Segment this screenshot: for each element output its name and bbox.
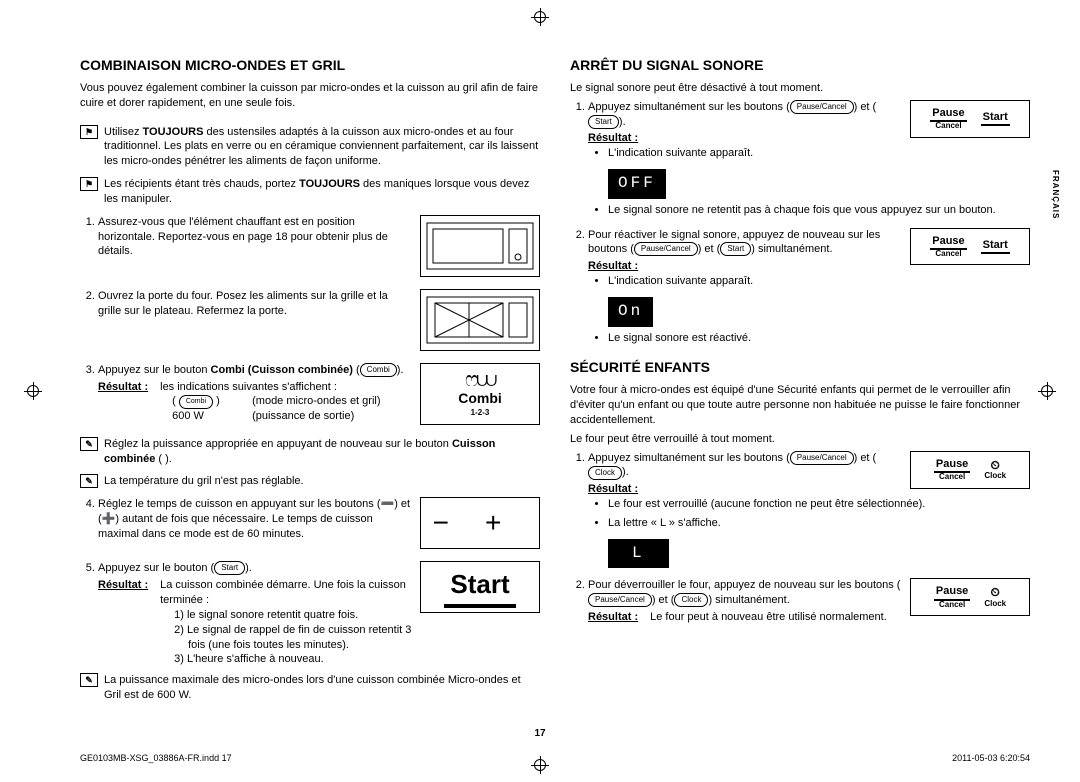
clock-inline: Clock [674, 593, 708, 607]
step-3: ෆ∪∪ Combi 1-2-3 Appuyez sur le bouton Co… [98, 363, 540, 431]
combi-small-icon: Combi [360, 363, 397, 377]
clock-btn: ⏲Clock [984, 586, 1006, 608]
steps-list: Assurez-vous que l'élément chauffant est… [80, 215, 540, 431]
footer-right: 2011-05-03 6:20:54 [952, 752, 1030, 764]
start-btn: Start [981, 239, 1010, 254]
reg-mark-left [24, 382, 42, 400]
step-4: −+ Réglez le temps de cuisson en appuyan… [98, 497, 540, 555]
note-grill-temp: ✎ La température du gril n'est pas régla… [80, 474, 540, 493]
steps-list-2: −+ Réglez le temps de cuisson en appuyan… [80, 497, 540, 667]
pause-cancel-btn: PauseCancel [930, 107, 966, 131]
pause-cancel-btn: PauseCancel [934, 585, 970, 609]
sound-step-1: PauseCancel Start Appuyez simultanément … [588, 100, 1030, 222]
note-max-power: ✎ La puissance maximale des micro-ondes … [80, 673, 540, 707]
info-icon: ✎ [80, 437, 98, 451]
info-icon: ✎ [80, 474, 98, 488]
note-power-set: ✎ Réglez la puissance appropriée en appu… [80, 437, 540, 471]
note-utensils: ⚑ Utilisez TOUJOURS des ustensiles adapt… [80, 125, 540, 174]
sound-intro: Le signal sonore peut être désactivé à t… [570, 81, 1030, 96]
step-1: Assurez-vous que l'élément chauffant est… [98, 215, 540, 283]
illus-combi-button: ෆ∪∪ Combi 1-2-3 [420, 363, 540, 425]
caution-icon: ⚑ [80, 177, 98, 191]
childlock-anytime: Le four peut être verrouillé à tout mome… [570, 432, 1030, 447]
combi-icon: ෆ∪∪ [458, 369, 502, 391]
page-content: COMBINAISON MICRO-ONDES ET GRIL Vous pou… [80, 55, 1030, 727]
step-2: Ouvrez la porte du four. Posez les alime… [98, 289, 540, 357]
display-L: L [608, 539, 669, 569]
step-5: Start Appuyez sur le bouton (Start). Rés… [98, 561, 540, 667]
page-number: 17 [0, 727, 1080, 741]
illus-pause-start: PauseCancel Start [910, 100, 1030, 138]
start-inline: Start [588, 115, 619, 129]
illus-pause-start-2: PauseCancel Start [910, 228, 1030, 266]
illus-oven-front [420, 215, 540, 277]
start-btn-inline: Start [214, 561, 245, 575]
pause-cancel-inline: Pause/Cancel [588, 593, 652, 607]
sound-steps: PauseCancel Start Appuyez simultanément … [570, 100, 1030, 350]
pause-cancel-inline: Pause/Cancel [790, 451, 854, 465]
illus-pause-clock: PauseCancel ⏲Clock [910, 451, 1030, 489]
illus-plus-minus: −+ [420, 497, 540, 549]
heading-sound: ARRÊT DU SIGNAL SONORE [570, 55, 1030, 75]
pause-cancel-btn: PauseCancel [930, 235, 966, 259]
pause-cancel-inline: Pause/Cancel [790, 100, 854, 114]
info-icon: ✎ [80, 673, 98, 687]
pause-cancel-btn: PauseCancel [934, 458, 970, 482]
childlock-intro: Votre four à micro-ondes est équipé d'un… [570, 383, 1030, 428]
reg-mark-top [531, 8, 549, 26]
plus-minus-icon: −+ [423, 504, 538, 542]
sound-step-2: PauseCancel Start Pour réactiver le sign… [588, 228, 1030, 350]
reg-mark-right [1038, 382, 1056, 400]
display-off: OFF [608, 169, 666, 199]
combi-indicator-icon: ( Combi ) [172, 394, 242, 409]
note-hot: ⚑ Les récipients étant très chauds, port… [80, 177, 540, 211]
clock-btn: ⏲Clock [984, 459, 1006, 481]
start-button-big: Start [444, 567, 515, 608]
illus-pause-clock-2: PauseCancel ⏲Clock [910, 578, 1030, 616]
heading-combi: COMBINAISON MICRO-ONDES ET GRIL [80, 55, 540, 75]
footer: GE0103MB-XSG_03886A-FR.indd 17 2011-05-0… [80, 752, 1030, 764]
illus-start-button: Start [420, 561, 540, 613]
illus-oven-open [420, 289, 540, 351]
language-tab: FRANÇAIS [1049, 170, 1060, 219]
pause-cancel-inline: Pause/Cancel [634, 242, 698, 256]
intro: Vous pouvez également combiner la cuisso… [80, 81, 540, 111]
caution-icon: ⚑ [80, 125, 98, 139]
right-column: ARRÊT DU SIGNAL SONORE Le signal sonore … [570, 55, 1030, 727]
childlock-steps: PauseCancel ⏲Clock Appuyez simultanément… [570, 451, 1030, 625]
childlock-step-2: PauseCancel ⏲Clock Pour déverrouiller le… [588, 578, 1030, 625]
heading-childlock: SÉCURITÉ ENFANTS [570, 357, 1030, 377]
footer-left: GE0103MB-XSG_03886A-FR.indd 17 [80, 752, 232, 764]
display-on: On [608, 297, 653, 327]
left-column: COMBINAISON MICRO-ONDES ET GRIL Vous pou… [80, 55, 540, 727]
childlock-step-1: PauseCancel ⏲Clock Appuyez simultanément… [588, 451, 1030, 573]
start-inline: Start [720, 242, 751, 256]
clock-inline: Clock [588, 466, 622, 480]
start-btn: Start [981, 111, 1010, 126]
